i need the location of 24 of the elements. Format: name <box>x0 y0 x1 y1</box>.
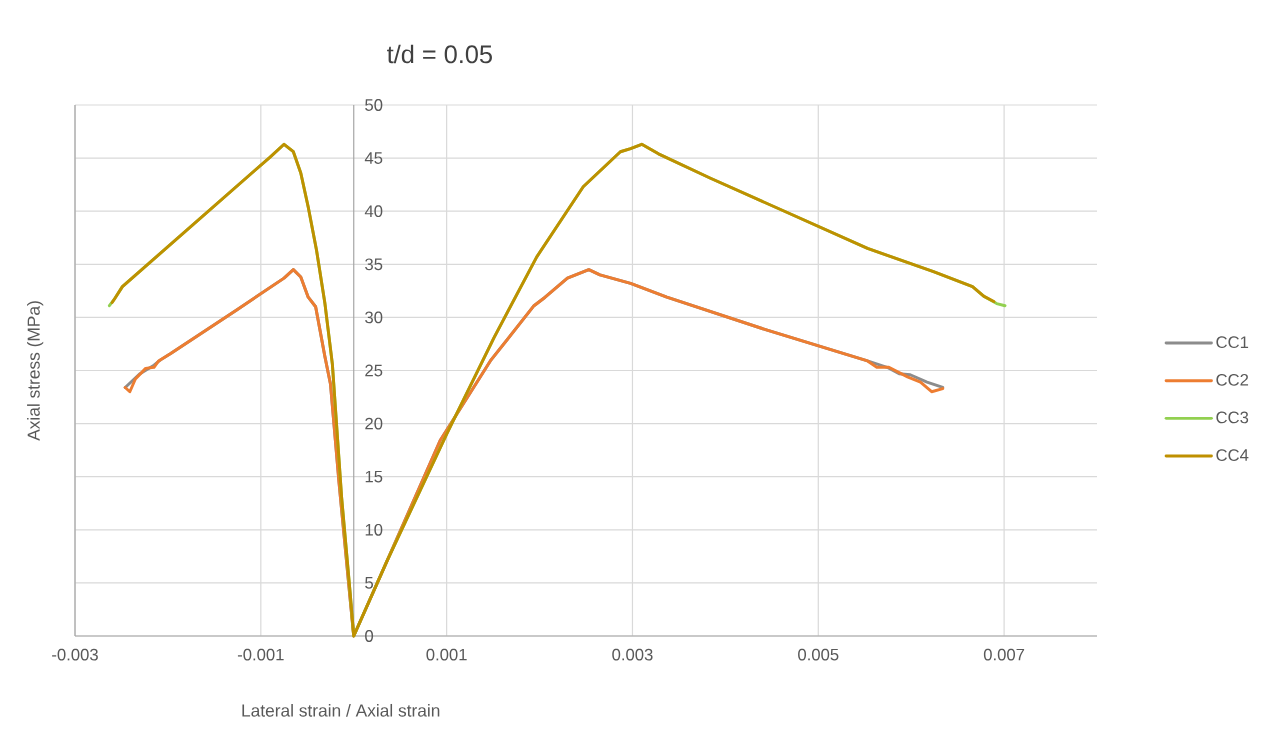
chart-title: t/d = 0.05 <box>387 44 492 64</box>
x-tick-label: -0.001 <box>237 648 284 661</box>
y-tick-label: 50 <box>365 99 383 111</box>
x-tick-label: 0.007 <box>983 648 1025 661</box>
y-tick-label: 15 <box>365 470 383 483</box>
y-tick-label: 25 <box>365 364 383 377</box>
legend-label: CC4 <box>1216 449 1249 461</box>
y-tick-label: 35 <box>365 258 383 271</box>
y-tick-label: 0 <box>365 630 374 642</box>
y-tick-label: 30 <box>365 311 383 324</box>
x-tick-label: 0.003 <box>612 648 653 661</box>
legend-label: CC3 <box>1216 411 1249 424</box>
x-tick-label: 0.005 <box>798 648 839 661</box>
y-tick-label: 45 <box>364 152 383 164</box>
y-tick-label: 5 <box>365 577 374 589</box>
y-tick-label: 10 <box>365 523 383 536</box>
x-tick-label: -0.003 <box>52 648 98 661</box>
y-axis-title: Axial stress (MPa) <box>27 301 44 441</box>
x-tick-label: 0.001 <box>426 648 467 661</box>
y-tick-label: 40 <box>364 205 383 218</box>
legend-label: CC2 <box>1216 373 1249 386</box>
y-tick-label: 20 <box>365 417 383 430</box>
x-axis-title: Lateral strain / Axial strain <box>242 703 440 717</box>
legend-label: CC1 <box>1216 336 1249 349</box>
